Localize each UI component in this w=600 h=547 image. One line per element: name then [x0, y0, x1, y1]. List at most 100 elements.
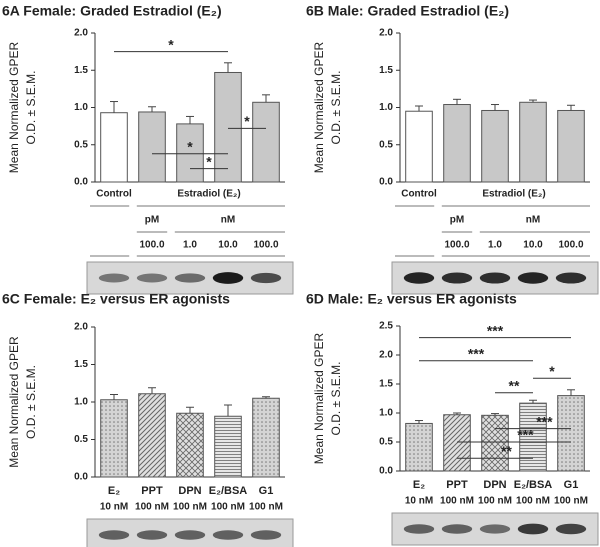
y-tick-label: 0.0: [74, 472, 88, 483]
dose-label: 1.0: [183, 240, 197, 251]
bar: [252, 397, 280, 478]
significance-label: ***: [487, 322, 504, 338]
bar: [443, 414, 471, 472]
y-tick-label: 1.0: [74, 102, 88, 113]
unit-label: nM: [221, 215, 235, 226]
dose-label: 100.0: [444, 240, 469, 251]
x-tick-label: E₂: [413, 479, 425, 491]
blot-band: [212, 272, 244, 284]
panel-title: 6B Male: Graded Estradiol (E₂): [306, 3, 509, 19]
y-axis-label: O.D. ± S.E.M.: [24, 71, 38, 145]
x-tick-label: DPN: [178, 485, 201, 497]
dose-label: 100 nM: [249, 502, 283, 513]
significance-label: ***: [468, 346, 485, 362]
dose-label: 100 nM: [135, 502, 169, 513]
blot-band: [441, 272, 473, 284]
bar: [214, 71, 242, 183]
y-tick-label: 2.0: [74, 322, 88, 333]
blot-band: [555, 272, 587, 284]
y-axis-label: Mean Normalized GPER: [7, 336, 21, 468]
x-tick-label: PPT: [446, 479, 468, 491]
significance-label: *: [168, 36, 174, 52]
dose-label: 100 nM: [440, 496, 474, 507]
bar: [557, 395, 585, 472]
bar: [214, 415, 242, 478]
blot-band: [517, 272, 549, 284]
blot-band: [174, 273, 206, 283]
y-tick-label: 0.5: [74, 434, 88, 445]
y-tick-label: 0.5: [379, 437, 393, 448]
y-tick-label: 2.0: [74, 28, 88, 39]
bar: [405, 422, 433, 472]
significance-label: ***: [517, 427, 534, 443]
blot-band: [98, 530, 130, 540]
dose-label: 100.0: [139, 240, 164, 251]
y-tick-label: 1.0: [74, 397, 88, 408]
y-tick-label: 0.5: [379, 139, 393, 150]
bar: [138, 111, 166, 183]
bar: [100, 399, 128, 478]
group-label: Estradiol (E₂): [482, 189, 545, 200]
dose-label: 100 nM: [478, 496, 512, 507]
blot-band: [403, 524, 435, 534]
y-tick-label: 1.5: [74, 359, 88, 370]
blot-band: [441, 524, 473, 534]
dose-label: 100 nM: [516, 496, 550, 507]
x-tick-label: E₂: [108, 485, 120, 497]
x-tick-label: E₂/BSA: [209, 485, 248, 497]
y-axis-label: O.D. ± S.E.M.: [329, 362, 343, 436]
bar: [481, 414, 509, 472]
dose-label: 10.0: [218, 240, 238, 251]
blot-band: [136, 530, 168, 540]
bar: [100, 112, 128, 183]
y-tick-label: 1.0: [379, 102, 393, 113]
y-tick-label: 1.5: [74, 65, 88, 76]
dose-label: 10 nM: [100, 502, 128, 513]
y-axis-label: O.D. ± S.E.M.: [24, 365, 38, 439]
y-tick-label: 0.0: [379, 177, 393, 188]
unit-label: pM: [450, 215, 464, 226]
dose-label: 100 nM: [173, 502, 207, 513]
bar: [138, 393, 166, 478]
x-tick-label: G1: [564, 479, 579, 491]
dose-label: 100 nM: [554, 496, 588, 507]
significance-label: *: [206, 153, 212, 169]
blot-band: [174, 530, 206, 540]
blot-band: [212, 530, 244, 540]
control-label: Control: [401, 189, 437, 200]
control-label: Control: [96, 189, 132, 200]
x-tick-label: PPT: [141, 485, 163, 497]
bar: [252, 101, 280, 183]
blot-band: [555, 523, 587, 535]
bar: [519, 101, 547, 183]
blot-band: [479, 524, 511, 534]
blot-band: [479, 272, 511, 284]
y-tick-label: 2.0: [379, 28, 393, 39]
panel-title: 6A Female: Graded Estradiol (E₂): [2, 3, 222, 19]
bar: [405, 110, 433, 183]
panel-title: 6C Female: E₂ versus ER agonists: [2, 291, 230, 307]
blot-band: [517, 523, 549, 535]
significance-label: *: [244, 113, 250, 129]
bar: [519, 402, 547, 472]
x-tick-label: E₂/BSA: [514, 479, 553, 491]
blot-band: [250, 530, 282, 540]
y-axis-label: Mean Normalized GPER: [312, 332, 326, 464]
y-tick-label: 1.5: [379, 65, 393, 76]
bar: [481, 109, 509, 183]
bar: [557, 109, 585, 183]
y-tick-label: 0.0: [74, 177, 88, 188]
y-axis-label: Mean Normalized GPER: [312, 41, 326, 173]
significance-label: **: [509, 377, 520, 393]
x-tick-label: DPN: [483, 479, 506, 491]
dose-label: 100.0: [253, 240, 278, 251]
y-tick-label: 1.5: [379, 379, 393, 390]
dose-label: 10.0: [523, 240, 543, 251]
y-axis-label: O.D. ± S.E.M.: [329, 71, 343, 145]
blot-band: [136, 273, 168, 283]
blot-band: [98, 273, 130, 283]
y-tick-label: 1.0: [379, 408, 393, 419]
group-label: Estradiol (E₂): [177, 189, 240, 200]
blot-band: [403, 272, 435, 284]
